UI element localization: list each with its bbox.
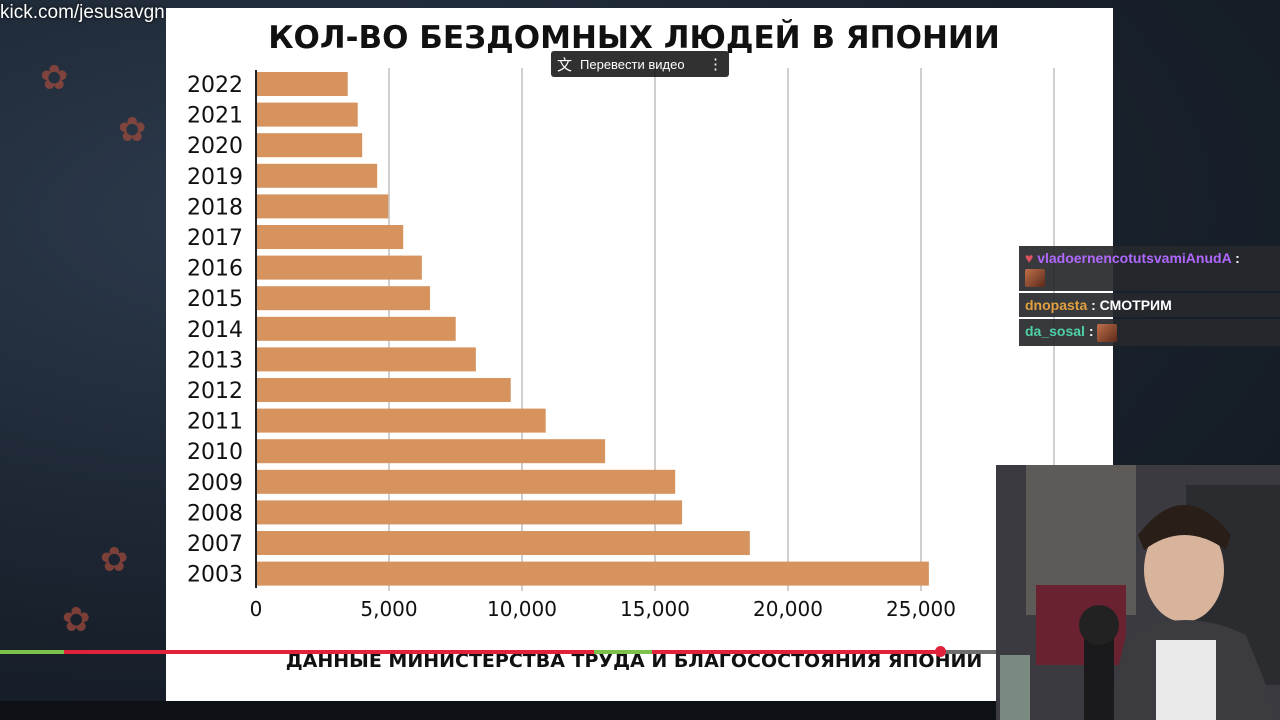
progress-green-segment <box>0 650 64 654</box>
chat-message: ♥ vladoernencotutsvamiAnudA : <box>1019 246 1280 292</box>
year-label: 2013 <box>187 348 243 373</box>
year-label: 2016 <box>187 257 243 282</box>
chat-username[interactable]: dnopasta <box>1025 297 1088 314</box>
x-tick-label: 10,000 <box>487 597 557 621</box>
webcam-scene <box>996 465 1280 720</box>
x-tick-label: 20,000 <box>753 597 823 621</box>
year-label: 2003 <box>187 563 243 588</box>
bar-2010 <box>257 439 606 464</box>
chat-message: da_sosal : <box>1019 319 1280 346</box>
blossom-decoration: ✿ <box>118 110 147 150</box>
bar-2016 <box>257 255 422 280</box>
year-label: 2020 <box>187 134 243 159</box>
more-options-icon[interactable]: ⋮ <box>708 56 723 73</box>
chat-username[interactable]: vladoernencotutsvamiAnudA <box>1037 250 1232 266</box>
chat-overlay: ♥ vladoernencotutsvamiAnudA : dnopasta :… <box>1019 246 1280 348</box>
x-tick-label: 25,000 <box>886 597 956 621</box>
year-label: 2009 <box>187 471 243 496</box>
bar-2018 <box>257 194 389 219</box>
bar-2012 <box>257 378 511 402</box>
progress-green-segment <box>594 650 652 654</box>
progress-played-segment <box>64 650 594 654</box>
blossom-decoration: ✿ <box>62 600 91 640</box>
x-tick-label: 0 <box>250 597 263 621</box>
year-label: 2007 <box>187 532 243 557</box>
chat-message: dnopasta : СМОТРИМ <box>1019 293 1280 318</box>
chat-text: : <box>1088 323 1094 340</box>
bar-2008 <box>257 500 683 525</box>
video-frame[interactable]: 2022 2021 2020 2019 2018 2017 2016 2015 2014 2013… <box>166 8 1113 701</box>
year-label: 2014 <box>187 318 243 343</box>
bar-2009 <box>257 469 676 494</box>
translate-label: Перевести видео <box>580 56 685 72</box>
bar-2011 <box>257 408 546 433</box>
x-tick-label: 15,000 <box>620 597 690 621</box>
progress-scrubber-handle[interactable] <box>935 646 946 657</box>
chat-emote-icon <box>1025 269 1045 288</box>
bar-2007 <box>257 531 750 555</box>
x-tick-labels: 0 5,000 10,000 15,000 20,000 25,000 <box>250 597 956 621</box>
bar-2019 <box>257 163 378 188</box>
year-label: 2021 <box>187 104 243 129</box>
bar-2021 <box>257 102 358 127</box>
year-label: 2019 <box>187 165 243 190</box>
video-progress-bar[interactable] <box>0 650 998 654</box>
bar-2014 <box>257 316 456 341</box>
year-label: 2012 <box>187 379 243 404</box>
bar-2022 <box>257 72 348 96</box>
chat-badge-icon: ♥ <box>1025 250 1034 266</box>
bar-2015 <box>257 286 430 311</box>
bar-2020 <box>257 133 363 158</box>
bar-2003 <box>257 561 929 586</box>
year-label: 2008 <box>187 501 243 526</box>
streamer-webcam <box>996 465 1280 720</box>
bars <box>257 72 929 586</box>
stream-url-overlay: kick.com/jesusavgn <box>0 2 165 23</box>
x-tick-label: 5,000 <box>360 597 417 621</box>
year-labels: 2022 2021 2020 2019 2018 2017 2016 2015 2014 2013… <box>187 73 243 588</box>
chat-text: : <box>1235 250 1240 266</box>
year-label: 2022 <box>187 73 243 98</box>
chat-username[interactable]: da_sosal <box>1025 323 1085 340</box>
year-label: 2015 <box>187 287 243 312</box>
year-label: 2011 <box>187 410 243 435</box>
chat-emote-icon <box>1097 323 1118 342</box>
chat-text: : СМОТРИМ <box>1091 297 1172 314</box>
year-label: 2017 <box>187 226 243 251</box>
progress-played-segment <box>652 650 940 654</box>
homeless-bar-chart: 2022 2021 2020 2019 2018 2017 2016 2015 2014 2013… <box>187 20 1055 672</box>
chart-title: КОЛ-ВО БЕЗДОМНЫХ ЛЮДЕЙ В ЯПОНИИ <box>268 20 1000 56</box>
year-label: 2018 <box>187 195 243 220</box>
blossom-decoration: ✿ <box>40 58 69 98</box>
bar-2013 <box>257 347 476 372</box>
blossom-decoration: ✿ <box>100 540 129 580</box>
player-bottom-strip <box>0 701 996 720</box>
bar-2017 <box>257 225 404 249</box>
translate-icon: 文 <box>557 56 573 74</box>
translate-video-button[interactable]: 文 Перевести видео ⋮ <box>551 51 729 77</box>
year-label: 2010 <box>187 440 243 465</box>
chart-caption: ДАННЫЕ МИНИСТЕРСТВА ТРУДА И БЛАГОСОСТОЯН… <box>286 650 983 672</box>
